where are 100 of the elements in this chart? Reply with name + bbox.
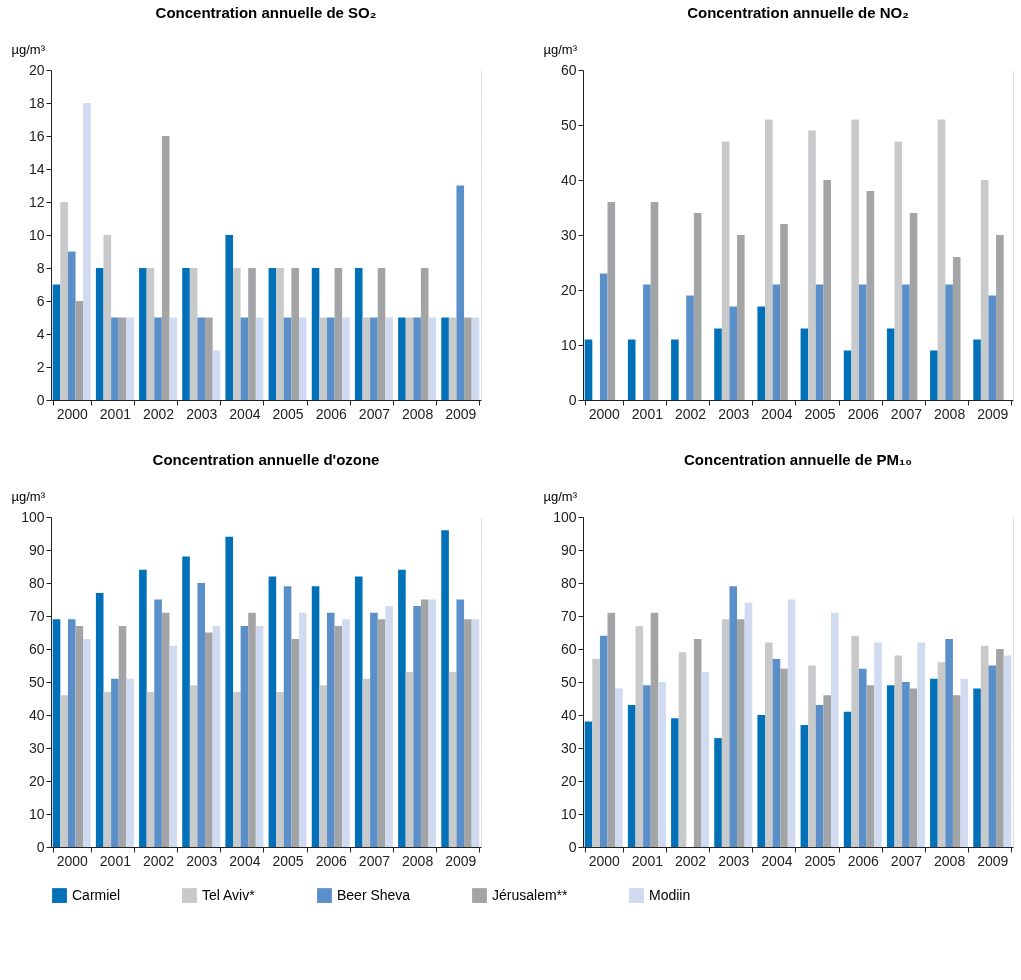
bar: [248, 612, 256, 847]
bar: [126, 317, 134, 400]
bar: [95, 268, 104, 400]
x-tick-label: 2006: [847, 852, 880, 869]
bar: [169, 317, 178, 400]
x-tick-label: 2008: [934, 405, 966, 422]
bar: [607, 612, 616, 847]
bar: [60, 202, 68, 400]
bar: [118, 625, 127, 847]
chart-title: Concentration annuelle d'ozone: [152, 451, 380, 468]
bar: [52, 619, 61, 847]
bar: [240, 625, 249, 847]
bar: [627, 705, 636, 847]
bar: [851, 119, 859, 400]
bar: [800, 724, 809, 847]
bar: [973, 688, 981, 847]
bar: [960, 678, 969, 847]
x-tick-label: 2005: [804, 405, 836, 422]
bar: [83, 103, 91, 400]
x-tick-label: 2008: [934, 852, 966, 869]
bar: [765, 119, 773, 400]
x-tick-label: 2003: [718, 852, 750, 869]
x-tick-label: 2009: [445, 405, 477, 422]
bar: [255, 625, 264, 847]
bar: [874, 642, 882, 847]
bar: [456, 599, 465, 847]
bar: [721, 141, 730, 400]
bar: [858, 284, 867, 400]
bar: [291, 268, 299, 400]
bar: [354, 576, 363, 847]
y-tick-label: 100: [21, 508, 45, 525]
bar: [456, 185, 465, 400]
y-tick-label: 20: [28, 772, 45, 789]
y-tick-label: 40: [28, 706, 45, 723]
bar: [599, 635, 608, 847]
chart-title: Concentration annuelle de NO₂: [687, 4, 909, 21]
bar: [139, 569, 147, 847]
bar: [420, 599, 429, 847]
bar: [118, 317, 127, 400]
bar: [398, 317, 406, 400]
x-tick-label: 2006: [847, 405, 880, 422]
y-tick-label: 70: [28, 607, 45, 624]
bar: [225, 235, 234, 400]
x-tick-label: 2002: [674, 405, 707, 422]
bar: [377, 268, 386, 400]
bar: [126, 678, 134, 847]
bar: [464, 619, 472, 847]
bar: [599, 273, 608, 400]
bar: [405, 672, 414, 847]
bar: [592, 658, 600, 847]
bar: [787, 599, 796, 847]
y-tick-label: 80: [560, 574, 577, 591]
bar: [205, 317, 213, 400]
x-tick-label: 2005: [272, 852, 304, 869]
bar: [701, 672, 710, 847]
bar: [75, 625, 84, 847]
bar: [902, 284, 910, 400]
bar: [721, 619, 730, 847]
bar: [111, 678, 119, 847]
bar: [643, 284, 651, 400]
y-tick-label: 30: [560, 226, 577, 243]
x-tick-label: 2001: [631, 852, 664, 869]
bar: [283, 317, 292, 400]
bar: [980, 180, 989, 400]
bar: [584, 721, 593, 847]
bar: [189, 268, 198, 400]
bar: [255, 317, 264, 400]
bar: [103, 235, 112, 400]
x-tick-label: 2001: [631, 405, 664, 422]
bar: [780, 224, 788, 400]
bar: [362, 317, 371, 400]
bar: [268, 576, 277, 847]
bar: [678, 652, 687, 847]
bar: [744, 602, 753, 847]
y-tick-label: 0: [568, 838, 577, 855]
x-tick-label: 2002: [142, 405, 175, 422]
bar: [909, 213, 918, 400]
bar: [464, 317, 472, 400]
bar: [197, 317, 206, 400]
bar: [334, 268, 343, 400]
y-tick-label: 60: [560, 61, 577, 78]
bar: [815, 705, 824, 847]
bar: [627, 339, 636, 400]
legend-label: Carmiel: [72, 886, 121, 903]
x-tick-label: 2004: [229, 852, 261, 869]
chart-title: Concentration annuelle de SO₂: [155, 4, 377, 21]
bar: [283, 586, 292, 847]
bar: [240, 317, 249, 400]
x-tick-label: 2003: [186, 852, 218, 869]
x-tick-label: 2000: [56, 405, 88, 422]
bar: [342, 619, 350, 847]
bar: [182, 556, 190, 847]
bar: [737, 619, 745, 847]
y-tick-label: 30: [28, 739, 45, 756]
y-tick-label: 50: [560, 673, 577, 690]
bar: [377, 619, 386, 847]
bar: [298, 612, 307, 847]
bar: [714, 328, 722, 400]
bar: [737, 235, 745, 400]
bar: [471, 619, 480, 847]
